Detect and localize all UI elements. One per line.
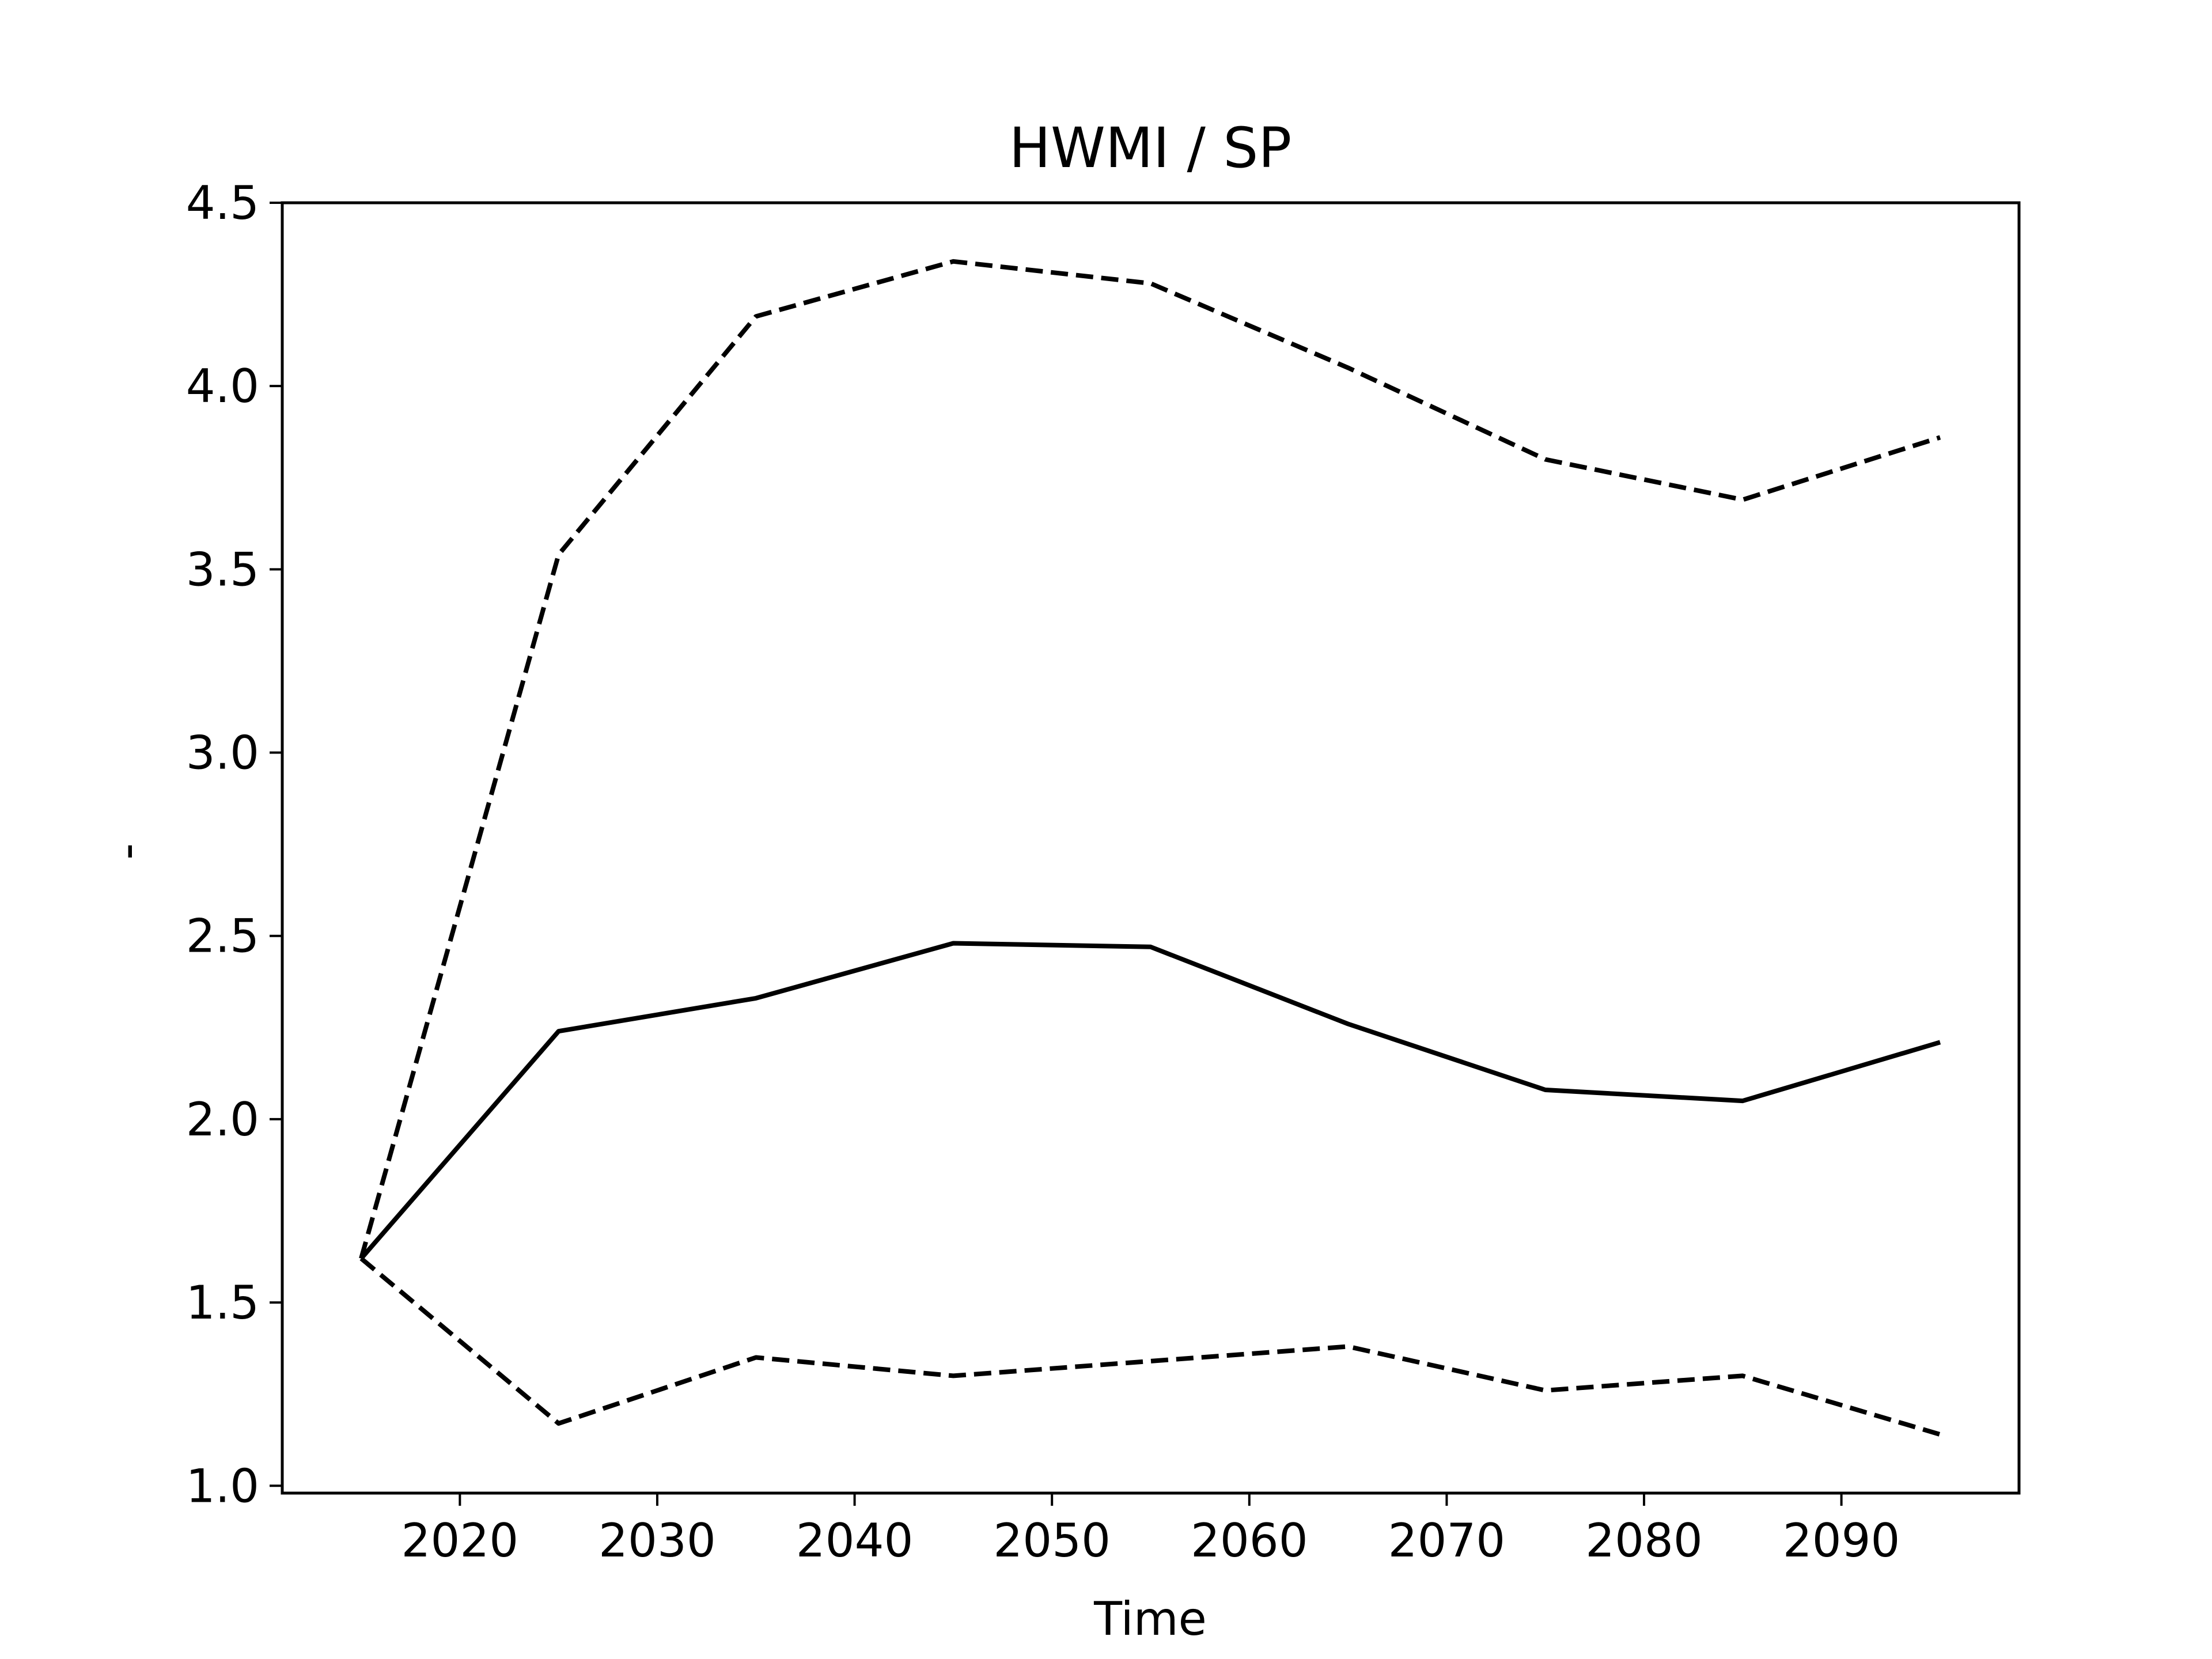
plot-area-frame [281, 201, 2021, 1495]
y-tick-label: 4.5 [186, 176, 259, 230]
y-tick-label: 4.0 [186, 359, 259, 413]
y-tick-label: 2.0 [186, 1093, 259, 1146]
chart-title: HWMI / SP [1009, 116, 1291, 180]
y-tick-label: 2.5 [186, 910, 259, 963]
x-axis-label: Time [1093, 1592, 1207, 1646]
y-tick-label: 3.0 [186, 726, 259, 780]
series-line-mean [359, 941, 1941, 1260]
x-tick-label: 2050 [993, 1514, 1111, 1567]
y-axis-label: - [100, 843, 154, 860]
y-tick-label: 1.5 [186, 1276, 259, 1330]
series-layer [359, 259, 1941, 1437]
y-tick-label: 1.0 [186, 1459, 259, 1513]
x-tick-label: 2020 [402, 1514, 519, 1567]
x-tick-label: 2080 [1585, 1514, 1703, 1567]
x-tick-label: 2060 [1191, 1514, 1308, 1567]
x-tick-label: 2040 [796, 1514, 914, 1567]
y-tick-label: 3.5 [186, 543, 259, 596]
x-tick-label: 2090 [1783, 1514, 1900, 1567]
axes-layer: 2020 2030 2040 2050 2060 2070 2080 2090 1.0 1.5 2.… [186, 176, 1900, 1567]
series-line-upper [359, 259, 1941, 1259]
x-tick-label: 2070 [1388, 1514, 1506, 1567]
x-tick-label: 2030 [599, 1514, 716, 1567]
